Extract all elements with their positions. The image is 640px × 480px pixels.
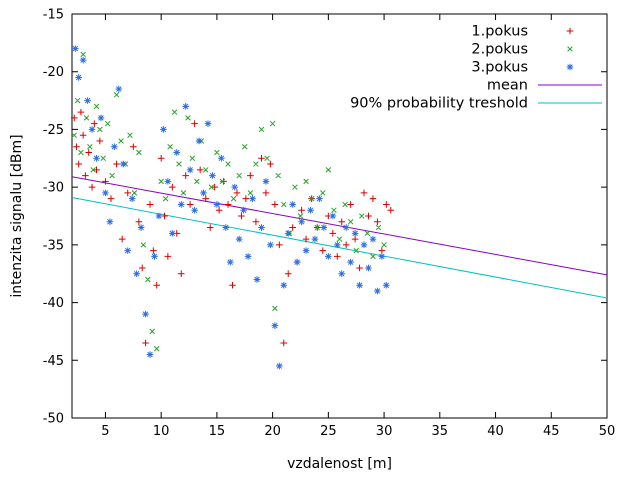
legend-label: 90% probability treshold [350, 96, 528, 112]
legend-marker-sample [566, 63, 574, 71]
mean-line [71, 176, 608, 276]
legend-label: mean [487, 78, 528, 94]
y-tick-label: -50 [43, 412, 64, 427]
x-tick-label: 30 [376, 424, 393, 439]
legend-label: 3.pokus [471, 60, 528, 76]
x-tick-label: 20 [264, 424, 281, 439]
x-tick-label: 45 [543, 424, 560, 439]
y-tick-label: -25 [43, 123, 64, 138]
x-axis-label: vzdalenost [m] [287, 456, 392, 472]
y-tick-label: -45 [43, 354, 64, 369]
y-tick-label: -30 [43, 181, 64, 196]
legend-marker-sample [567, 46, 573, 52]
y-tick-label: -35 [43, 238, 64, 253]
legend-marker-sample [566, 27, 574, 35]
x-tick-label: 40 [487, 424, 504, 439]
threshold-line [71, 197, 608, 299]
y-tick-label: -40 [43, 296, 64, 311]
series-2.pokus-points [71, 51, 387, 352]
series-3.pokus-points [72, 45, 390, 370]
x-tick-label: 10 [153, 424, 170, 439]
x-tick-label: 35 [432, 424, 449, 439]
plot-border [71, 13, 608, 419]
y-tick-label: -15 [43, 8, 64, 23]
x-tick-label: 25 [320, 424, 337, 439]
x-tick-label: 5 [101, 424, 109, 439]
y-tick-label: -20 [43, 65, 64, 80]
y-axis-label: intenzita signalu [dBm] [9, 134, 25, 298]
x-tick-label: 15 [209, 424, 226, 439]
x-tick-label: 50 [599, 424, 616, 439]
legend-label: 2.pokus [471, 42, 528, 58]
legend-label: 1.pokus [471, 24, 528, 40]
